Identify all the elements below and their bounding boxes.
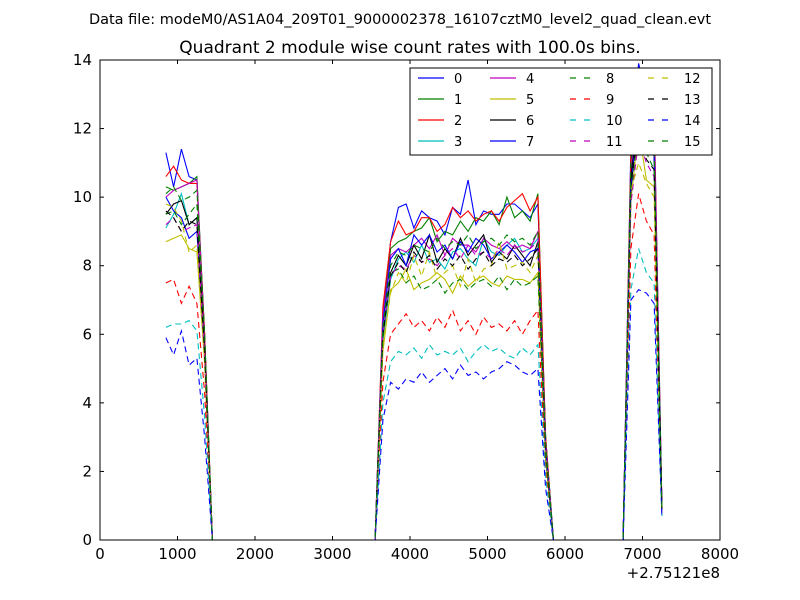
x-offset-label: +2.75121e8 (627, 564, 720, 582)
series-line-8 (165, 121, 663, 541)
legend-label-13: 13 (684, 93, 701, 108)
series-line-3 (165, 100, 663, 541)
legend-label-7: 7 (526, 135, 534, 150)
series-line-4 (165, 95, 663, 541)
y-tick-label: 14 (73, 51, 92, 69)
y-tick-label: 0 (82, 531, 92, 549)
legend-label-0: 0 (454, 72, 462, 87)
series-line-5 (165, 128, 663, 541)
legend-label-3: 3 (454, 135, 462, 150)
x-tick-label: 5000 (468, 545, 506, 563)
series-line-15 (165, 100, 663, 541)
series-line-6 (165, 114, 663, 541)
legend-label-14: 14 (684, 114, 701, 129)
legend-label-4: 4 (526, 72, 534, 87)
y-tick-label: 2 (82, 462, 92, 480)
y-tick-label: 10 (73, 188, 92, 206)
y-tick-label: 12 (73, 120, 92, 138)
legend-label-1: 1 (454, 93, 462, 108)
series-line-14 (165, 289, 663, 541)
legend-label-9: 9 (606, 93, 614, 108)
y-tick-label: 6 (82, 325, 92, 343)
axis-ticks: 0 1000 2000 3000 4000 5000 6000 7000 80000246810… (73, 51, 739, 563)
series-line-13 (165, 128, 663, 541)
x-tick-label: 0 (95, 545, 105, 563)
x-tick-label: 7000 (623, 545, 661, 563)
y-tick-label: 4 (82, 394, 92, 412)
legend-label-12: 12 (684, 72, 701, 87)
series-line-2 (165, 92, 663, 541)
y-tick-label: 8 (82, 257, 92, 275)
legend-frame (409, 67, 713, 156)
x-tick-label: 3000 (313, 545, 351, 563)
legend-label-11: 11 (606, 135, 623, 150)
series-line-10 (165, 248, 663, 541)
chart-title: Quadrant 2 module wise count rates with … (179, 38, 640, 58)
series-line-12 (165, 161, 663, 541)
legend-label-8: 8 (606, 72, 614, 87)
series-line-7 (165, 107, 663, 541)
series-line-11 (165, 138, 663, 541)
x-tick-label: 8000 (701, 545, 739, 563)
x-tick-label: 1000 (158, 545, 196, 563)
x-tick-label: 2000 (236, 545, 274, 563)
legend-label-2: 2 (454, 114, 462, 129)
x-tick-label: 6000 (546, 545, 584, 563)
legend-label-15: 15 (684, 135, 701, 150)
figure-suptitle: Data file: modeM0/AS1A04_209T01_90000023… (89, 12, 711, 28)
legend-label-10: 10 (606, 114, 623, 129)
legend-label-6: 6 (526, 114, 534, 129)
x-tick-label: 4000 (391, 545, 429, 563)
legend-label-5: 5 (526, 93, 534, 108)
